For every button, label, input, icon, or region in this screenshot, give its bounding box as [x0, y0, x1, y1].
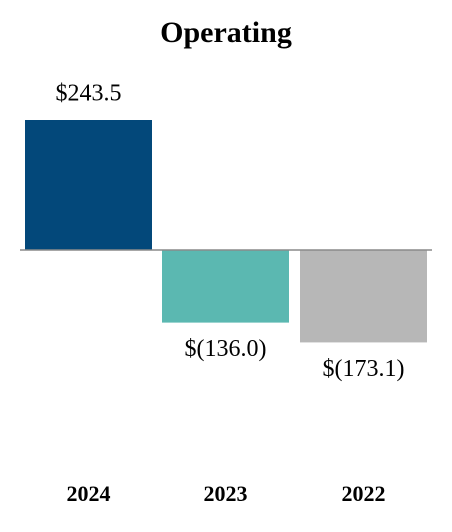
x-tick-label: 2022 — [342, 481, 386, 506]
bar — [162, 250, 289, 323]
x-tick-label: 2023 — [204, 481, 248, 506]
value-label: $(173.1) — [323, 356, 405, 382]
bar — [300, 250, 427, 343]
value-label: $243.5 — [56, 81, 122, 107]
chart-title: Operating — [160, 16, 292, 49]
x-tick-label: 2024 — [67, 481, 111, 506]
bar — [25, 120, 152, 250]
value-label: $(136.0) — [185, 336, 267, 362]
